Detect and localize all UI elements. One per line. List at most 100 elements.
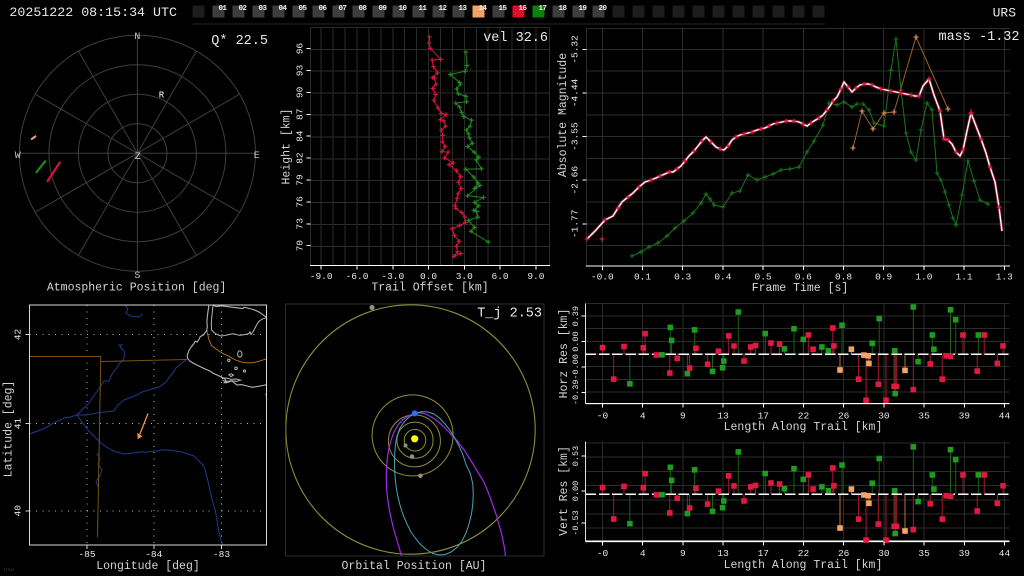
svg-text:R: R	[159, 91, 165, 101]
svg-text:09: 09	[378, 5, 387, 13]
svg-text:82: 82	[295, 152, 306, 164]
svg-text:0.4: 0.4	[714, 272, 731, 283]
svg-text:18: 18	[558, 5, 567, 13]
svg-text:-5.32: -5.32	[570, 35, 581, 64]
svg-text:1.0: 1.0	[915, 272, 932, 283]
svg-text:39: 39	[959, 548, 971, 559]
svg-text:-0: -0	[597, 548, 609, 559]
svg-text:9.0: 9.0	[527, 271, 544, 282]
svg-text:-0.39: -0.39	[571, 380, 581, 406]
svg-text:15: 15	[498, 5, 507, 13]
svg-text:20251222 08:15:34 UTC: 20251222 08:15:34 UTC	[9, 5, 177, 20]
svg-text:76: 76	[295, 196, 306, 208]
svg-text:0.1: 0.1	[634, 272, 651, 283]
svg-text:9: 9	[680, 548, 686, 559]
svg-text:03: 03	[258, 5, 267, 13]
svg-text:-2.66: -2.66	[570, 166, 581, 195]
svg-text:-6.0: -6.0	[346, 271, 369, 282]
svg-text:73: 73	[295, 218, 306, 230]
svg-text:10: 10	[398, 5, 407, 13]
svg-text:02: 02	[238, 5, 247, 13]
svg-text:-0.53: -0.53	[571, 510, 581, 536]
svg-text:44: 44	[999, 548, 1011, 559]
svg-text:70: 70	[295, 240, 306, 252]
svg-text:1.1: 1.1	[956, 272, 973, 283]
svg-text:S: S	[134, 271, 140, 282]
svg-text:0.8: 0.8	[835, 272, 852, 283]
svg-text:URS: URS	[993, 6, 1017, 21]
svg-text:20: 20	[598, 5, 607, 13]
svg-text:Atmospheric Position [deg]: Atmospheric Position [deg]	[47, 281, 226, 294]
svg-text:Latitude [deg]: Latitude [deg]	[3, 381, 16, 478]
svg-text:41: 41	[13, 418, 24, 430]
svg-text:-3.0: -3.0	[381, 271, 404, 282]
svg-text:-3.55: -3.55	[570, 122, 581, 151]
svg-text:N: N	[134, 32, 140, 43]
svg-text:3.0: 3.0	[456, 271, 473, 282]
svg-text:-1.77: -1.77	[570, 210, 581, 239]
svg-text:17: 17	[758, 548, 769, 559]
svg-text:Z: Z	[135, 152, 141, 163]
svg-text:0.5: 0.5	[755, 272, 772, 283]
svg-text:Height [km]: Height [km]	[281, 109, 294, 185]
svg-text:30: 30	[878, 411, 890, 422]
svg-text:mass -1.32: mass -1.32	[938, 30, 1019, 45]
svg-text:0.0: 0.0	[420, 271, 437, 282]
svg-text:87: 87	[295, 109, 306, 120]
svg-text:05: 05	[298, 5, 307, 13]
svg-text:96: 96	[295, 43, 306, 55]
svg-text:79: 79	[295, 174, 306, 186]
svg-text:44: 44	[999, 411, 1011, 422]
svg-text:90: 90	[295, 86, 306, 98]
svg-text:13: 13	[458, 5, 467, 13]
svg-text:22: 22	[798, 548, 810, 559]
svg-text:14: 14	[478, 5, 487, 13]
svg-text:19: 19	[578, 5, 587, 13]
svg-text:-0.0: -0.0	[591, 272, 614, 283]
svg-text:-84: -84	[145, 549, 162, 560]
svg-text:Horz Res [km]: Horz Res [km]	[558, 309, 571, 399]
svg-text:35: 35	[918, 548, 930, 559]
svg-text:07: 07	[338, 5, 346, 13]
svg-text:12: 12	[438, 5, 447, 13]
svg-text:Orbital Position [AU]: Orbital Position [AU]	[342, 560, 487, 573]
svg-text:04: 04	[278, 5, 287, 13]
svg-text:1.3: 1.3	[996, 272, 1013, 283]
svg-text:08: 08	[358, 5, 367, 13]
svg-text:01: 01	[218, 5, 227, 13]
svg-text:-0: -0	[597, 411, 609, 422]
svg-text:Longitude [deg]: Longitude [deg]	[96, 560, 200, 573]
svg-text:-85: -85	[78, 549, 95, 560]
svg-text:0.3: 0.3	[674, 272, 691, 283]
svg-text:30: 30	[878, 548, 890, 559]
svg-text:Frame Time [s]: Frame Time [s]	[752, 282, 849, 295]
svg-text:Q* 22.5: Q* 22.5	[211, 34, 268, 49]
svg-text:06: 06	[318, 5, 327, 13]
svg-text:0.9: 0.9	[875, 272, 892, 283]
svg-text:17: 17	[538, 5, 546, 13]
svg-text:84: 84	[295, 130, 306, 142]
svg-text:9: 9	[680, 411, 686, 422]
svg-text:Trail Offset [km]: Trail Offset [km]	[371, 282, 488, 295]
svg-text:0.39: 0.39	[571, 306, 581, 326]
svg-text:Absolute Magnitude: Absolute Magnitude	[557, 53, 570, 177]
svg-text:26: 26	[838, 548, 850, 559]
svg-text:E: E	[254, 151, 260, 162]
svg-text:Length Along Trail [km]: Length Along Trail [km]	[724, 421, 883, 434]
svg-text:6.0: 6.0	[492, 271, 509, 282]
svg-text:0.00: 0.00	[571, 481, 581, 501]
svg-text:0.6: 0.6	[795, 272, 812, 283]
svg-text:11: 11	[418, 5, 427, 13]
svg-text:Length Along Trail [km]: Length Along Trail [km]	[724, 559, 883, 572]
svg-text:0.00: 0.00	[571, 331, 581, 351]
svg-text:niw: niw	[4, 566, 15, 573]
svg-text:4: 4	[640, 411, 646, 422]
svg-text:16: 16	[518, 5, 527, 13]
svg-text:22: 22	[798, 411, 810, 422]
svg-text:13: 13	[717, 411, 729, 422]
svg-text:39: 39	[959, 411, 971, 422]
svg-text:Vert Res [km]: Vert Res [km]	[558, 446, 571, 536]
svg-text:W: W	[15, 151, 21, 162]
svg-text:T_j 2.53: T_j 2.53	[477, 307, 542, 322]
svg-text:-9.0: -9.0	[310, 271, 333, 282]
